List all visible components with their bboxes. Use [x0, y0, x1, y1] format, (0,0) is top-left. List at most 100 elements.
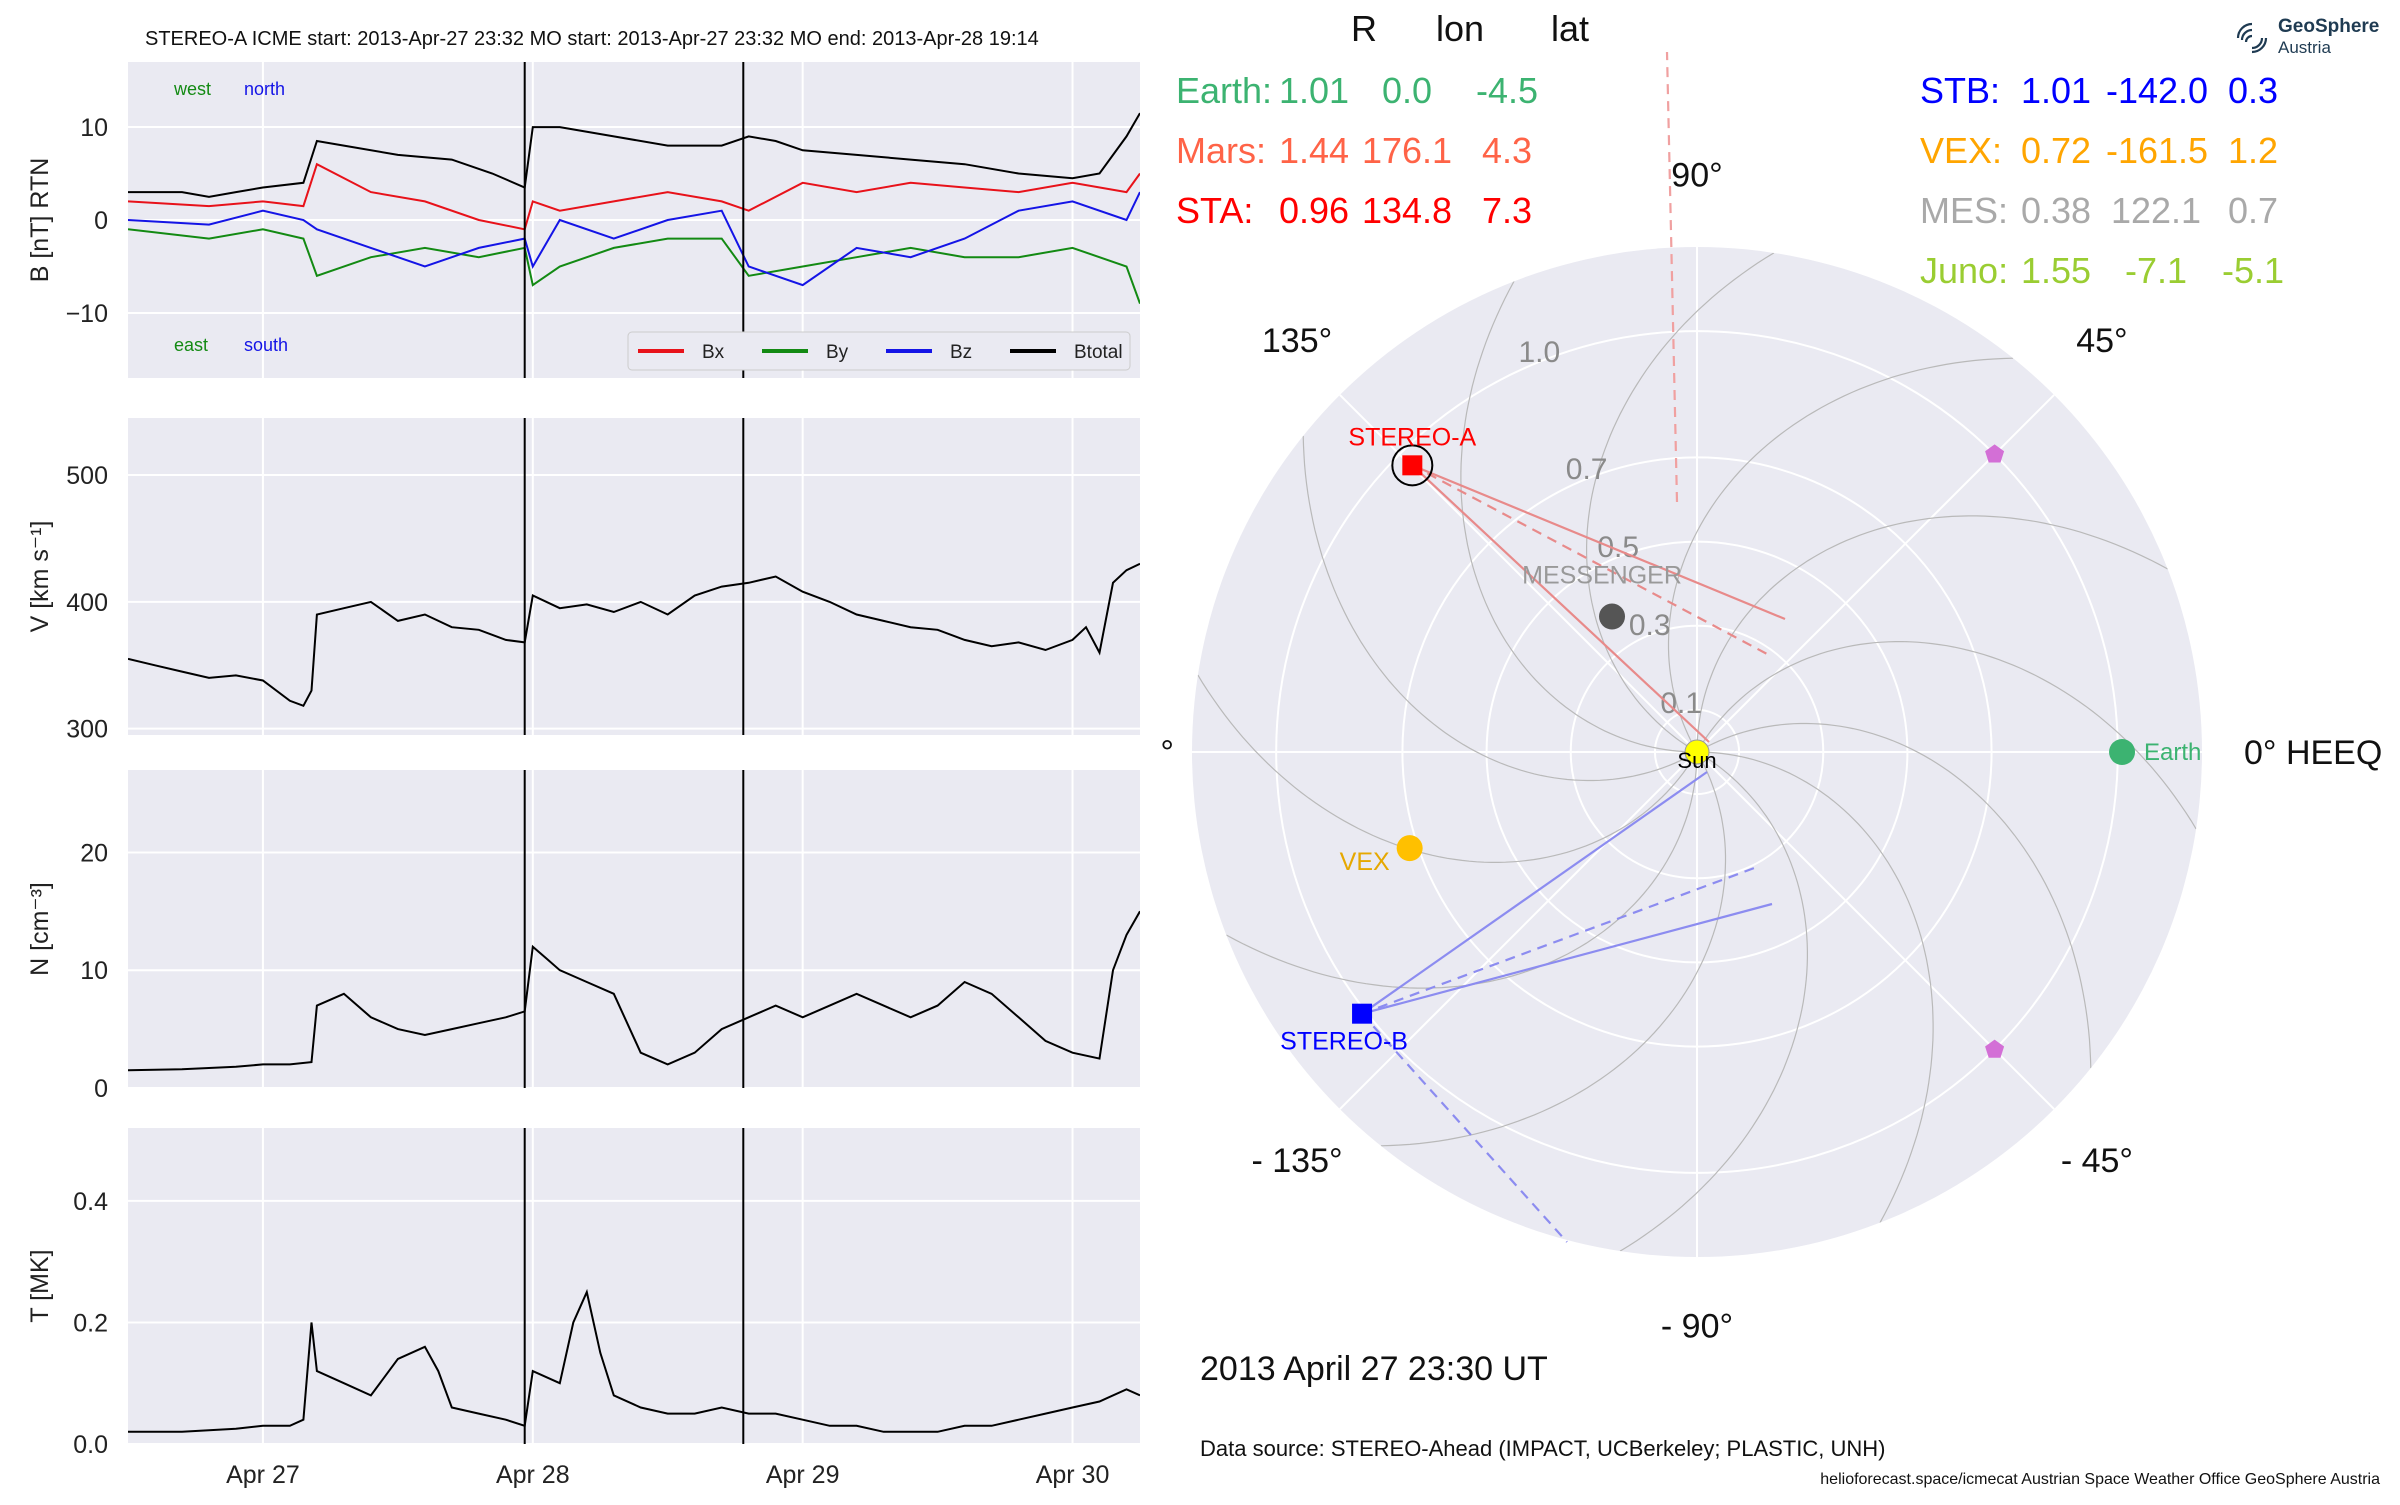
- x-tick-label: Apr 30: [1036, 1461, 1110, 1489]
- left-table-r-cell: 1.01: [1278, 70, 1350, 111]
- right-table-row-1: VEX: 0.72 -161.5 1.2: [1920, 130, 2400, 174]
- legend-label-by: By: [826, 342, 849, 363]
- logo-mark-icon: [2236, 22, 2268, 54]
- series-bz: [128, 191, 1140, 287]
- stereo-b-marker: [1352, 1003, 1373, 1024]
- panel-3: 20 10 0 N [cm⁻³]: [26, 770, 1140, 1103]
- angle-label: 0° HEEQ: [2244, 734, 2382, 772]
- footer-credits: helioforecast.space/icmecat Austrian Spa…: [1820, 1471, 2380, 1488]
- fov-line: [1361, 771, 1708, 1015]
- fov-line: [1411, 464, 1710, 743]
- data-source-label: Data source: STEREO-Ahead (IMPACT, UCBer…: [1200, 1436, 1886, 1461]
- angular-grid-line: [1339, 394, 1698, 753]
- angle-label: 90°: [1671, 156, 1722, 194]
- parker-spiral-line: [1302, 435, 1698, 782]
- right-table-lat-cell: 0.3: [2227, 70, 2279, 111]
- fov-line: [1361, 902, 1773, 1015]
- y-tick-label: 400: [66, 589, 108, 617]
- radial-tick-label: 0.3: [1629, 609, 1671, 642]
- sun-label: Sun: [1677, 748, 1716, 773]
- right-table-lon-cell: -161.5: [2106, 130, 2209, 171]
- left-table-lat-cell: 4.3: [1481, 130, 1533, 171]
- y-tick-label: 10: [80, 957, 108, 985]
- annotation-east: east: [174, 335, 208, 355]
- logo-text-line2: Austria: [2278, 38, 2331, 57]
- parker-spiral-line: [1696, 722, 2092, 1069]
- legend-label-bx: Bx: [702, 342, 725, 363]
- right-table-row-3: Juno: 1.55 -7.1 -5.1: [1920, 250, 2400, 294]
- angle-label: 135°: [1262, 322, 1332, 360]
- left-table-label-cell: Mars:: [1176, 130, 1266, 171]
- y-axis-label: B [nT] RTN: [26, 158, 54, 283]
- x-tick-label: Apr 29: [766, 1461, 840, 1489]
- polar-grid: [1192, 247, 2202, 1257]
- left-table-row-0: Earth: 1.01 0.0 -4.5: [1176, 70, 1676, 114]
- angle-label: - 135°: [1252, 1142, 1343, 1180]
- series-v: [128, 562, 1140, 708]
- panel-2: 500 400 300 V [km s⁻¹]: [26, 418, 1140, 744]
- earth-marker: [2109, 739, 2136, 765]
- left-table-row-1: Mars: 1.44 176.1 4.3: [1176, 130, 1676, 174]
- y-tick-label: −10: [66, 300, 108, 328]
- parker-spiral-line: [1197, 674, 1698, 863]
- chart-legend: Bx By Bz Btotal: [627, 331, 1131, 371]
- parker-spiral-line: [1226, 751, 1698, 989]
- parker-spiral-line: [1696, 751, 1934, 1223]
- stereo-a-label: STEREO-A: [1348, 423, 1476, 451]
- pentagon-marker: [1985, 1039, 2005, 1058]
- fov-line: [1411, 464, 1786, 621]
- series-bx: [128, 162, 1140, 231]
- right-table-lat-cell: 0.7: [2227, 190, 2279, 231]
- parker-spiral-line: [1667, 357, 2014, 753]
- angle-label: +/- 180°: [1160, 734, 1174, 772]
- radial-tick-label: 0.7: [1566, 453, 1608, 486]
- header-r: R: [1351, 8, 1377, 49]
- parker-spiral-line: [1619, 751, 1808, 1252]
- fov-line: [1361, 1012, 1568, 1243]
- right-table-row-0: STB: 1.01 -142.0 0.3: [1920, 70, 2400, 114]
- x-tick-label: Apr 28: [496, 1461, 570, 1489]
- plot-area: [128, 770, 1140, 1088]
- messenger-label: MESSENGER: [1522, 562, 1682, 590]
- left-table-lat-cell: -4.5: [1475, 70, 1539, 111]
- x-tick-label: Apr 27: [226, 1461, 300, 1489]
- left-table-r-cell: 1.44: [1278, 130, 1350, 171]
- right-table-lat-cell: 1.2: [2227, 130, 2279, 171]
- vex-label: VEX: [1340, 848, 1390, 876]
- left-table-lat-cell: 7.3: [1481, 190, 1533, 231]
- right-table-lon-cell: 122.1: [2110, 190, 2202, 231]
- table-header: R lon lat: [1160, 8, 2400, 58]
- legend-frame: [627, 331, 1131, 371]
- messenger-marker: [1599, 603, 1626, 630]
- fov-line: [1665, 51, 1679, 503]
- angle-labels: 0° HEEQ 45° 90° 135° +/- 180° - 135° - 90° - 45…: [1160, 156, 2382, 1345]
- right-table-lat-cell: -5.1: [2221, 250, 2285, 291]
- geosphere-logo: GeoSphere Austria: [2230, 14, 2390, 64]
- series-n: [128, 910, 1140, 1072]
- series-t: [128, 1288, 1140, 1433]
- right-table-r-cell: 0.72: [2020, 130, 2092, 171]
- right-table-lon-cell: -142.0: [2106, 70, 2209, 111]
- pentagon-marker: [1985, 444, 2005, 463]
- parker-spiral-line: [1380, 751, 1727, 1147]
- logo-text-line1: GeoSphere: [2278, 16, 2380, 37]
- angle-label: - 90°: [1661, 1308, 1733, 1346]
- right-table-r-cell: 1.01: [2020, 70, 2092, 111]
- left-table-lon-cell: 0.0: [1381, 70, 1433, 111]
- radial-tick-label: 1.0: [1518, 336, 1560, 369]
- plot-area: [128, 418, 1140, 735]
- radial-tick-label: 0.5: [1597, 531, 1639, 564]
- y-axis-label: V [km s⁻¹]: [26, 521, 54, 633]
- left-table-lon-cell: 176.1: [1361, 130, 1453, 171]
- panel-1: 10 0 −10 B [nT] RTN west north east south Bx By Bz…: [26, 62, 1140, 378]
- vex-marker: [1396, 835, 1423, 862]
- parker-spiral-line: [1696, 515, 2168, 753]
- y-tick-label: 0: [94, 207, 108, 235]
- right-table-lon-cell: -7.1: [2124, 250, 2188, 291]
- y-tick-label: 0.4: [73, 1188, 108, 1216]
- bodies: Sun Earth STEREO-A STEREO-B VEX MESSENGER: [1280, 423, 2201, 1058]
- y-tick-label: 20: [80, 839, 108, 867]
- header-lat: lat: [1550, 8, 1590, 49]
